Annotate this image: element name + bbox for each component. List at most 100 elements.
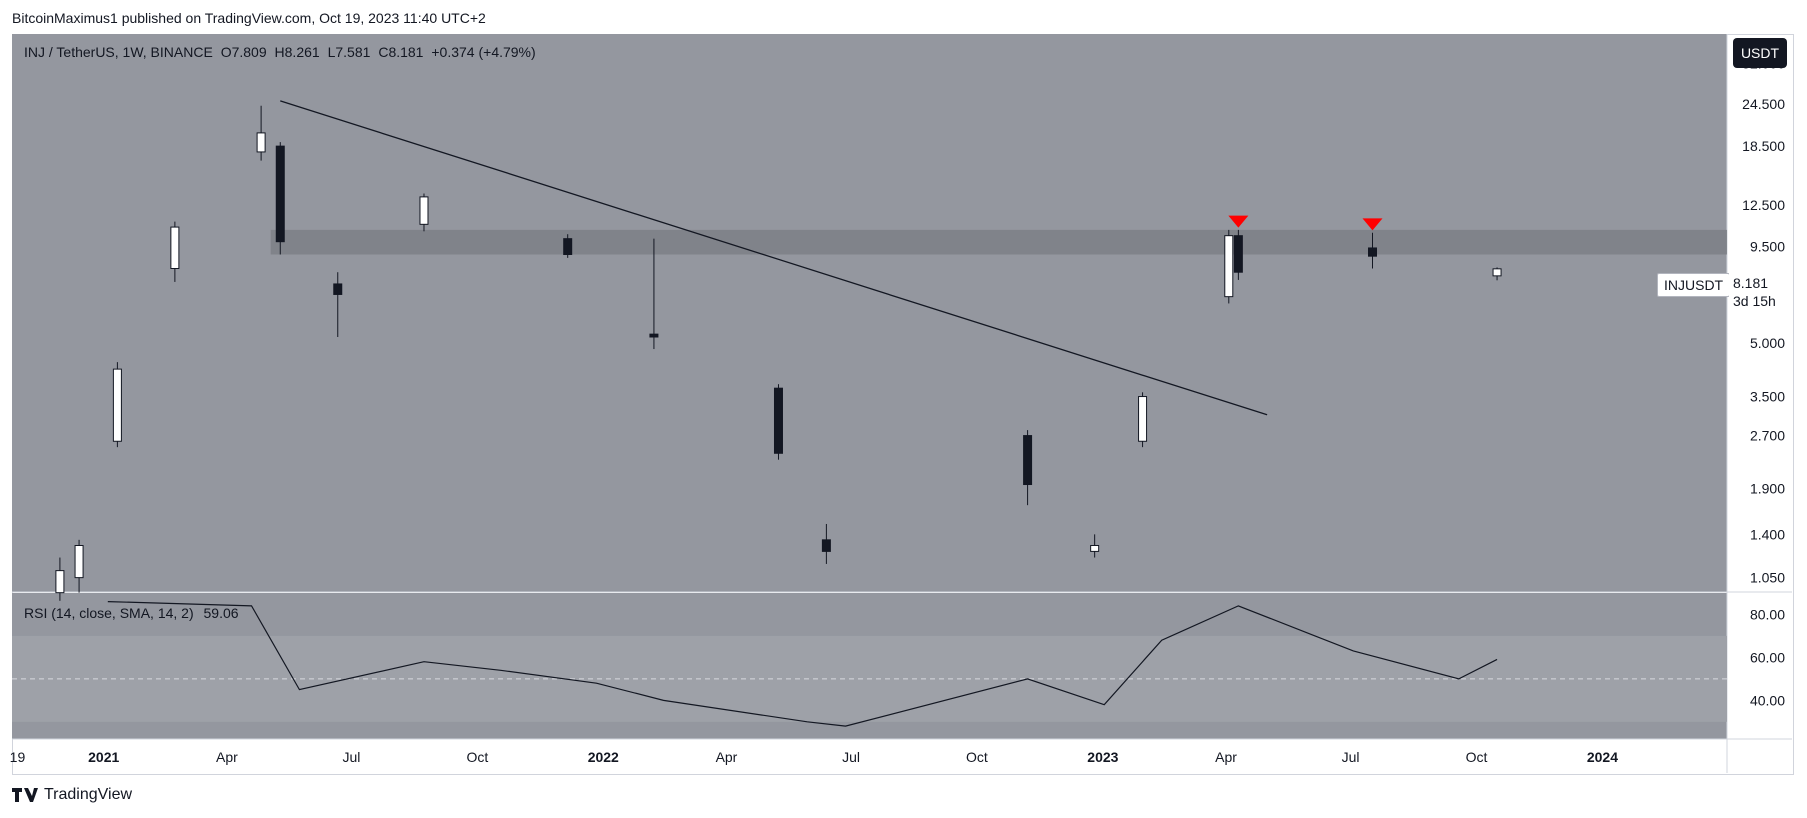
candle [256, 105, 266, 161]
rsi-label: RSI (14, close, SMA, 14, 2) [24, 605, 194, 621]
brand-label: TradingView [44, 786, 133, 803]
price-axis: 32.00024.50018.50012.5009.5006.5005.0003… [1742, 56, 1785, 586]
rsi-axis: 80.00 60.00 40.00 [1750, 606, 1785, 708]
candles [55, 105, 1502, 601]
candle-body [256, 132, 266, 153]
candle-body [773, 387, 783, 454]
candle-body [1224, 235, 1234, 298]
candle-body [112, 368, 122, 442]
high-label: H [274, 44, 285, 60]
candle-body [1233, 235, 1243, 273]
candle [563, 234, 573, 258]
rsi-value: 59.06 [203, 605, 239, 621]
price-pane-bg [12, 34, 1727, 592]
last-price: 8.181 [1733, 275, 1769, 291]
candle-body [74, 545, 84, 579]
candle [1368, 232, 1378, 269]
time-axis: 19 2021 Apr Jul Oct 2022 Apr Jul Oct 2023 Apr Jul Oc… [10, 749, 1619, 765]
candle-body [419, 196, 429, 225]
candle-body [333, 283, 343, 295]
candle-body [1492, 268, 1502, 277]
candle [74, 539, 84, 593]
price-tick-label: 18.500 [1742, 138, 1785, 154]
candle [1138, 392, 1148, 448]
descending-trendline [280, 100, 1268, 416]
candle [649, 238, 659, 350]
time-tick-label: 2024 [1587, 749, 1618, 765]
footer[interactable]: TradingView [12, 786, 132, 804]
price-tick-label: 1.900 [1750, 480, 1785, 496]
time-tick-label: Jul [842, 749, 860, 765]
rsi-tick-label: 80.00 [1750, 606, 1785, 622]
time-tick-label: Jul [1342, 749, 1360, 765]
candle [275, 142, 285, 255]
candle [419, 193, 429, 232]
pane-backgrounds [12, 34, 1792, 773]
resistance-zone [270, 229, 1728, 255]
price-tick-label: 24.500 [1742, 96, 1785, 112]
close-label: C [378, 44, 389, 60]
symbol-tag: INJUSDT [1657, 273, 1731, 297]
candle-body [563, 238, 573, 255]
bar-countdown: 3d 15h [1733, 293, 1776, 309]
time-tick-label: Apr [716, 749, 738, 765]
time-tick-label: 2022 [588, 749, 619, 765]
time-tick-label: 2021 [88, 749, 119, 765]
high-value: 8.261 [284, 44, 320, 60]
resistance-zone-rect [270, 229, 1728, 255]
candle [1023, 430, 1033, 506]
candle [55, 557, 65, 601]
rsi-tick-label: 60.00 [1750, 649, 1785, 665]
candle-body [1138, 396, 1148, 442]
rsi-polyline [107, 600, 1498, 727]
symbol-label: INJ / TetherUS, 1W, BINANCE [24, 44, 213, 60]
price-tick-label: 1.050 [1750, 570, 1785, 586]
candle [1090, 534, 1100, 558]
low-label: L [327, 44, 336, 60]
resistance-marker [1362, 218, 1383, 231]
close-value: 8.181 [388, 44, 424, 60]
candle-body [649, 333, 659, 338]
time-tick-label: 2023 [1087, 749, 1118, 765]
resistance-marker [1228, 215, 1249, 228]
time-tick-label: Apr [216, 749, 238, 765]
price-tick-label: 5.000 [1750, 335, 1785, 351]
candle-body [821, 539, 831, 552]
rsi-legend: RSI (14, close, SMA, 14, 2) 59.06 [24, 605, 239, 621]
candle [1492, 267, 1502, 281]
rsi-line [107, 600, 1498, 727]
price-tick-label: 3.500 [1750, 389, 1785, 405]
candle [1224, 229, 1234, 304]
trendline [280, 100, 1268, 416]
candle [773, 384, 783, 460]
candle-body [1023, 435, 1033, 486]
price-tag: 8.181 3d 15h [1729, 273, 1789, 311]
tradingview-logo-icon [12, 788, 38, 802]
time-tick-label: 19 [10, 749, 26, 765]
low-value: 7.581 [335, 44, 371, 60]
time-tick-label: Apr [1215, 749, 1237, 765]
currency-button[interactable]: USDT [1733, 38, 1787, 68]
price-tick-label: 1.400 [1750, 526, 1785, 542]
time-tick-label: Jul [342, 749, 360, 765]
change-value: +0.374 (+4.79%) [431, 44, 536, 60]
markers [1228, 215, 1383, 231]
time-tick-label: Oct [1466, 749, 1488, 765]
candle-body [55, 570, 65, 594]
candle [170, 221, 180, 282]
price-tick-label: 9.500 [1750, 238, 1785, 254]
ohlc-legend: INJ / TetherUS, 1W, BINANCE O7.809 H8.26… [24, 44, 536, 60]
rsi-tick-label: 40.00 [1750, 692, 1785, 708]
candle [112, 362, 122, 448]
time-tick-label: Oct [466, 749, 488, 765]
price-tick-label: 2.700 [1750, 428, 1785, 444]
candle [821, 523, 831, 564]
price-tick-label: 12.500 [1742, 197, 1785, 213]
candle [1233, 229, 1243, 280]
candle-body [1090, 545, 1100, 552]
candle-body [275, 145, 285, 243]
candle-body [1368, 247, 1378, 257]
time-tick-label: Oct [966, 749, 988, 765]
publisher-header: BitcoinMaximus1 published on TradingView… [12, 10, 486, 26]
